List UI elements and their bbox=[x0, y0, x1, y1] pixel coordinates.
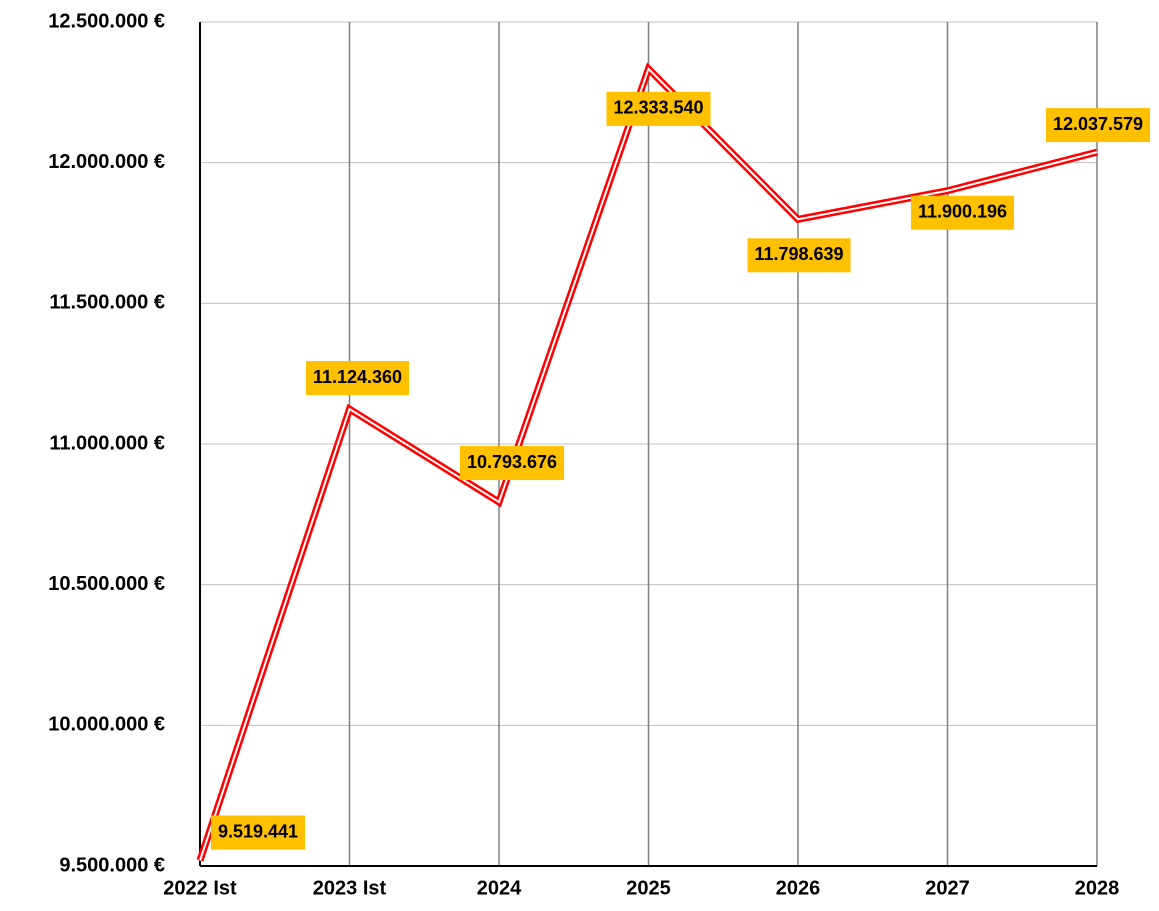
data-label: 10.793.676 bbox=[459, 446, 565, 481]
x-tick-label: 2026 bbox=[776, 877, 821, 899]
data-label-box bbox=[1045, 108, 1151, 143]
data-label-text: 11.124.360 bbox=[313, 367, 402, 387]
y-tick-label: 11.500.000 € bbox=[49, 292, 165, 314]
x-tick-label: 2022 Ist bbox=[163, 877, 237, 899]
y-tick-label: 10.000.000 € bbox=[48, 714, 165, 736]
data-label-text: 11.900.196 bbox=[918, 201, 1007, 221]
data-label: 11.124.360 bbox=[305, 361, 410, 396]
x-tick-label: 2025 bbox=[626, 877, 671, 899]
data-label: 12.333.540 bbox=[606, 91, 711, 126]
data-label-box bbox=[747, 238, 851, 273]
data-label: 11.900.196 bbox=[910, 195, 1015, 230]
data-label-text: 11.798.639 bbox=[754, 244, 843, 264]
x-tick-label: 2028 bbox=[1075, 877, 1120, 899]
line-highlight bbox=[199, 66, 1098, 861]
y-tick-label: 10.500.000 € bbox=[48, 573, 165, 595]
y-tick-label: 12.000.000 € bbox=[48, 151, 165, 173]
x-tick-label: 2023 Ist bbox=[313, 877, 387, 899]
y-tick-label: 11.000.000 € bbox=[49, 432, 165, 454]
y-tick-label: 9.500.000 € bbox=[59, 854, 165, 876]
y-tick-label: 12.500.000 € bbox=[48, 10, 165, 32]
x-tick-label: 2024 bbox=[477, 877, 522, 899]
data-label-text: 9.519.441 bbox=[218, 821, 298, 841]
data-label-box bbox=[910, 195, 1015, 230]
data-label-box bbox=[305, 361, 410, 396]
data-label: 11.798.639 bbox=[747, 238, 851, 273]
data-label-box bbox=[210, 815, 306, 850]
data-label: 12.037.579 bbox=[1045, 108, 1151, 143]
data-label-text: 12.037.579 bbox=[1053, 114, 1143, 134]
x-tick-label: 2027 bbox=[925, 877, 970, 899]
data-label: 9.519.441 bbox=[210, 815, 306, 850]
data-label-box bbox=[459, 446, 565, 481]
data-label-text: 12.333.540 bbox=[613, 98, 703, 118]
data-label-text: 10.793.676 bbox=[467, 452, 557, 472]
data-label-box bbox=[606, 91, 711, 126]
